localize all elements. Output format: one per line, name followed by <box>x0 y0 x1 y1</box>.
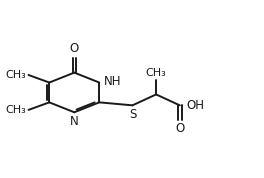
Text: O: O <box>175 122 185 135</box>
Text: NH: NH <box>104 75 121 88</box>
Text: CH₃: CH₃ <box>6 70 26 80</box>
Text: CH₃: CH₃ <box>6 105 26 115</box>
Text: OH: OH <box>186 99 204 112</box>
Text: N: N <box>70 115 79 128</box>
Text: O: O <box>70 42 79 55</box>
Text: S: S <box>129 108 136 121</box>
Text: CH₃: CH₃ <box>146 68 167 78</box>
